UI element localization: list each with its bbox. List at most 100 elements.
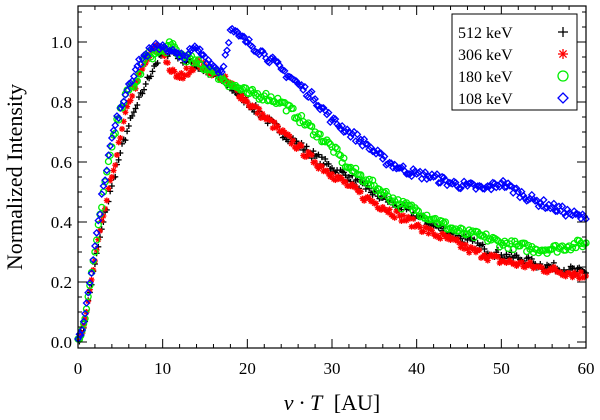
data-point-interp (85, 279, 94, 287)
data-point-interp (231, 26, 240, 35)
data-point-interp (505, 181, 514, 190)
data-point-interp (238, 85, 246, 93)
data-point-interp (87, 269, 96, 278)
data-point-interp (308, 151, 315, 158)
data-point-interp (272, 57, 281, 66)
data-point-interp (318, 163, 325, 170)
data-point-interp (102, 166, 111, 175)
data-point-interp (143, 52, 152, 61)
data-point-interp (348, 129, 357, 138)
data-point-interp (258, 96, 267, 104)
data-point-interp (124, 128, 131, 135)
data-point-interp (553, 207, 562, 216)
data-point-interp (84, 292, 92, 301)
data-point (413, 206, 421, 214)
data-point-interp (326, 118, 335, 126)
data-point-interp (137, 70, 145, 78)
data-point-interp (120, 98, 128, 107)
data-point-interp (132, 105, 139, 112)
data-point-interp (103, 168, 111, 176)
data-point-interp (492, 183, 501, 192)
legend: 512 keV 306 keV 180 keV 108 keV (451, 13, 578, 111)
data-point-interp (183, 65, 190, 72)
data-point-interp (369, 191, 376, 198)
data-point-interp (76, 331, 85, 339)
data-point-interp (456, 184, 465, 193)
data-point-interp (105, 185, 112, 192)
data-point-interp (256, 105, 263, 112)
data-point-interp (280, 67, 289, 75)
data-point-interp (155, 45, 164, 54)
x-tick-label: 0 (74, 359, 83, 378)
data-point-interp (387, 198, 395, 206)
data-point-interp (479, 241, 486, 248)
data-point-interp (385, 158, 394, 167)
data-point-interp (254, 110, 261, 117)
data-point (91, 242, 99, 250)
data-point-interp (286, 133, 293, 140)
series-306-kev (75, 42, 589, 342)
data-point (133, 62, 142, 70)
data-point-interp (119, 125, 126, 132)
data-point-interp (572, 243, 580, 252)
x-tick-label: 20 (239, 359, 256, 378)
y-tick-label: 1.0 (51, 33, 72, 52)
data-point-interp (507, 182, 516, 191)
data-point-interp (97, 190, 106, 198)
data-point-interp (519, 191, 528, 200)
data-point-interp (308, 122, 316, 131)
data-point-interp (316, 130, 324, 138)
data-point-interp (129, 72, 138, 81)
data-point-interp (312, 101, 321, 110)
data-point-interp (165, 46, 174, 55)
data-point-interp (190, 67, 197, 74)
data-point-interp (414, 168, 423, 177)
data-point-interp (504, 244, 512, 253)
data-point-interp (289, 104, 297, 113)
data-point-interp (86, 281, 94, 290)
data-point-interp (216, 74, 224, 83)
data-point-interp (196, 45, 204, 54)
data-point-interp (546, 204, 555, 213)
data-point-interp (380, 152, 389, 161)
data-point-interp (228, 24, 237, 33)
data-point (243, 38, 252, 46)
data-point-interp (441, 218, 450, 226)
data-point-interp (355, 137, 364, 146)
data-point-interp (89, 256, 98, 264)
data-point-interp (318, 154, 325, 161)
x-tick-label: 50 (493, 359, 510, 378)
legend-label: 512 keV (458, 25, 513, 42)
data-point-interp (262, 54, 270, 63)
data-point-interp (494, 253, 501, 260)
data-point-interp (338, 122, 347, 130)
data-point (117, 135, 124, 141)
data-point-interp (160, 42, 169, 51)
x-tick-label: 60 (578, 359, 595, 378)
x-axis-title: v · T [AU] (284, 390, 380, 415)
data-point-interp (558, 202, 567, 211)
data-point-interp (325, 160, 332, 167)
data-point-interp (421, 168, 430, 177)
data-point-interp (427, 170, 436, 179)
data-point-interp (382, 187, 390, 196)
data-point-interp (538, 202, 546, 210)
data-point-interp (324, 108, 333, 117)
data-point-interp (109, 131, 118, 139)
data-point-interp (94, 216, 103, 225)
data-point-interp (576, 275, 583, 282)
data-point-interp (476, 247, 483, 254)
data-point-interp (499, 176, 507, 185)
data-point-interp (267, 93, 275, 101)
data-point-interp (123, 86, 132, 95)
data-point-interp (353, 130, 362, 139)
data-point-interp (342, 172, 349, 179)
data-point-interp (149, 68, 156, 75)
data-point-interp (290, 137, 297, 144)
data-point-interp (315, 151, 322, 158)
data-point-interp (331, 143, 340, 151)
data-point-interp (303, 143, 310, 150)
data-point-interp (397, 205, 406, 213)
data-point-interp (250, 47, 259, 55)
data-point-interp (292, 77, 301, 86)
